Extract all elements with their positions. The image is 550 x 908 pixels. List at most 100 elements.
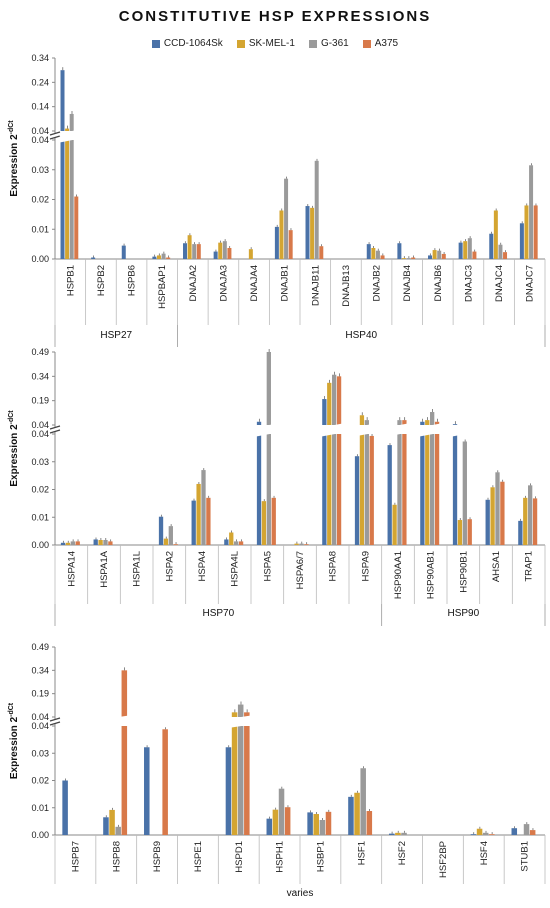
bar-HSPH1-3 <box>284 807 291 835</box>
bar-upper-HSPA9-1 <box>359 415 365 425</box>
y-tick-label: 0.01 <box>31 803 49 813</box>
x-tick-label: HSPA9 <box>360 551 371 581</box>
legend-item-g361: G-361 <box>308 38 349 49</box>
bar-HSPA9-3 <box>369 435 374 545</box>
bar-HSPB9-0 <box>144 747 150 835</box>
bar-DNAJB6-3 <box>441 253 446 259</box>
bar-HSF2-1 <box>395 832 401 835</box>
bar-HSF1-2 <box>360 768 366 835</box>
x-tick-label: DNAJC4 <box>494 265 505 302</box>
bar-upper-HSP90AB1-3 <box>434 421 440 425</box>
bar-HSPA8-1 <box>327 434 332 545</box>
bar-break-gap <box>386 423 409 431</box>
legend-label-ccd: CCD-1064Sk <box>163 38 223 49</box>
bar-HSPA6/7-3 <box>304 544 309 545</box>
bar-break-gap <box>353 429 376 437</box>
x-tick-label: DNAJA4 <box>249 265 260 301</box>
bar-STUB1-0 <box>511 828 518 835</box>
y-tick-label: 0.03 <box>31 748 49 758</box>
y-tick-label: 0.03 <box>31 165 49 175</box>
bar-DNAJC4-3 <box>503 252 508 259</box>
bar-DNAJA2-1 <box>187 235 192 259</box>
bar-break-gap <box>59 129 81 137</box>
bar-break-gap <box>320 429 344 437</box>
legend-item-ccd: CCD-1064Sk <box>151 38 223 49</box>
group-label: HSP70 <box>202 608 234 619</box>
y-axis-label-sup: -dCt <box>8 410 15 425</box>
bar-HSPA6/7-1 <box>294 543 299 545</box>
bar-HSF4-2 <box>482 832 489 835</box>
bar-DNAJB2-0 <box>366 244 371 259</box>
bar-AHSA1-3 <box>500 481 505 545</box>
bar-DNAJC4-1 <box>493 210 498 259</box>
bar-upper-HSP90AA1-3 <box>402 420 407 425</box>
bar-DNAJA3-0 <box>213 251 218 259</box>
bar-HSPA14-2 <box>70 541 75 545</box>
x-tick-label: HSPA1L <box>132 551 143 587</box>
bar-HSPB1-0 <box>60 140 65 259</box>
x-tick-label: HSPA5 <box>262 551 273 581</box>
x-tick-label: HSF2BP <box>438 841 449 878</box>
bar-HSPB1-2 <box>69 140 74 259</box>
x-tick-label: HSF1 <box>356 841 367 865</box>
bar-DNAJC7-3 <box>533 205 538 259</box>
legend-swatch-a375 <box>362 39 371 48</box>
legend-label-g361: G-361 <box>320 38 349 49</box>
bar-AHSA1-2 <box>495 472 500 545</box>
y-axis-label-main: Expression 2 <box>9 134 20 197</box>
bar-HSPB8-1 <box>109 809 115 835</box>
bar-HSF1-0 <box>348 796 354 835</box>
bar-DNAJC3-1 <box>463 241 468 259</box>
bar-AHSA1-1 <box>490 487 495 545</box>
bar-TRAP1-2 <box>528 485 533 545</box>
x-tick-label: HSPB1 <box>65 265 76 296</box>
bar-HSPD1-1 <box>231 726 238 835</box>
bar-HSPH1-0 <box>266 818 273 835</box>
x-tick-label: HSPA4L <box>230 551 241 587</box>
y-tick-label: 0.34 <box>31 53 49 63</box>
y-tick-label: 0.01 <box>31 224 49 234</box>
axis-break-mark <box>49 131 61 136</box>
bar-upper-HSPA8-3 <box>336 376 342 425</box>
bar-HSF4-1 <box>476 828 483 835</box>
x-tick-label: HSPE1 <box>193 841 204 872</box>
bar-HSPB7-0 <box>62 780 68 835</box>
bar-HSPBAP1-1 <box>156 255 161 259</box>
y-tick-label: 0.14 <box>31 102 49 112</box>
x-tick-label: HSPB8 <box>111 841 122 872</box>
bar-upper-HSPA9-2 <box>364 420 369 425</box>
y-tick-label: 0.19 <box>31 396 49 406</box>
bar-HSP90AA1-2 <box>397 434 402 545</box>
y-tick-label: 0.04 <box>31 429 49 439</box>
x-tick-label: HSF2 <box>397 841 408 865</box>
chart-panel-1: 0.00 0.01 0.02 0.03 0.040.04 0.14 0.24 0.34 Expr… <box>8 53 546 347</box>
bar-DNAJB6-0 <box>428 255 433 259</box>
bar-STUB1-2 <box>523 824 530 835</box>
bar-HSPA4L-2 <box>234 541 239 545</box>
bar-HSBP1-0 <box>307 812 313 835</box>
x-tick-label: HSPD1 <box>234 841 245 873</box>
bar-HSPA8-2 <box>332 434 337 545</box>
bar-HSPA4L-0 <box>224 539 229 545</box>
x-tick-label: HSPB2 <box>96 265 107 296</box>
bar-HSPA4-3 <box>206 497 211 545</box>
bar-HSPA1A-1 <box>98 540 103 545</box>
x-tick-label: DNAJB2 <box>372 265 383 301</box>
bar-DNAJB11-2 <box>314 160 319 259</box>
x-tick-label: DNAJC3 <box>463 265 474 302</box>
bar-upper-HSPD1-2 <box>237 704 244 717</box>
legend-swatch-ccd <box>151 39 160 48</box>
bar-STUB1-3 <box>529 830 536 835</box>
y-tick-label: 0.34 <box>31 371 49 381</box>
legend-label-a375: A375 <box>374 38 399 49</box>
x-axis-label: varies <box>287 888 314 899</box>
bar-DNAJA3-1 <box>218 242 223 259</box>
bar-HSPB8-0 <box>103 817 109 835</box>
x-tick-label: DNAJB1 <box>280 265 291 301</box>
bar-DNAJB11-0 <box>305 206 310 259</box>
x-tick-label: DNAJB11 <box>310 265 321 306</box>
bar-DNAJA2-3 <box>196 244 201 259</box>
legend-swatch-g361 <box>308 39 317 48</box>
legend: CCD-1064Sk SK-MEL-1 G-361 A375 <box>0 38 550 49</box>
bar-HSPA2-1 <box>163 538 169 545</box>
